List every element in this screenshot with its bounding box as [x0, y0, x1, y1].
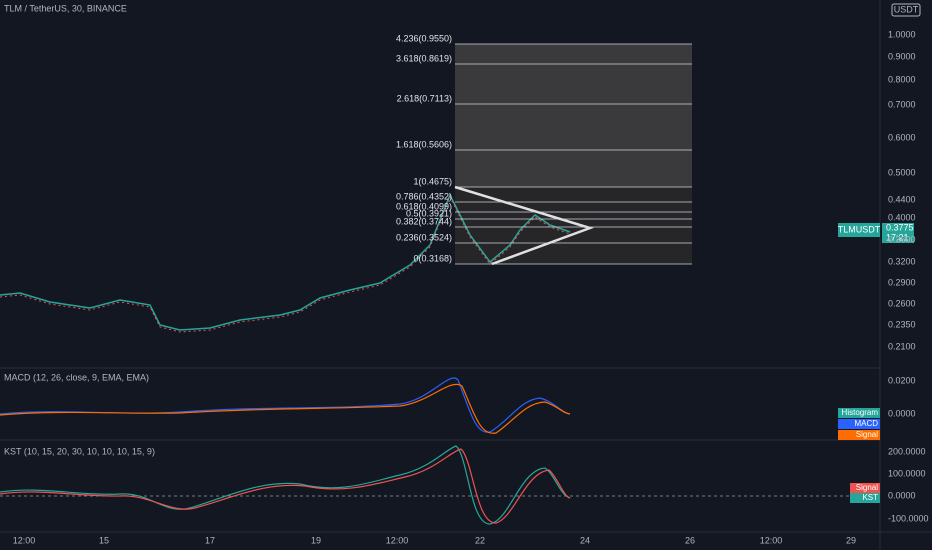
kst-axis-label: 0.0000 — [888, 490, 916, 500]
price-path — [0, 193, 571, 331]
macd-legend-tag — [838, 408, 880, 418]
kst-legend: Signal — [856, 483, 878, 492]
time-label: 12:00 — [13, 535, 36, 545]
macd-axis-label: 0.0000 — [888, 408, 916, 418]
fib-label: 1.618(0.5606) — [396, 139, 452, 149]
kst-line — [0, 445, 571, 525]
time-label: 12:00 — [386, 535, 409, 545]
macd-axis-label: 0.0200 — [888, 375, 916, 385]
symbol-tag — [838, 223, 880, 237]
price-label: 0.8000 — [888, 74, 916, 84]
price-label: 0.6000 — [888, 132, 916, 142]
macd-legend-tag — [838, 430, 880, 440]
macd-legend-tag — [838, 419, 880, 429]
kst-axis-label: -100.0000 — [888, 513, 929, 523]
kst-legend-tag — [850, 493, 880, 503]
macd-legend: Histogram — [842, 408, 879, 417]
time-label: 15 — [99, 535, 109, 545]
symbol-name: TLMUSDT — [838, 224, 881, 234]
chart-title: TLM / TetherUS, 30, BINANCE — [4, 3, 127, 13]
macd-signal — [0, 383, 571, 434]
fib-label: 3.618(0.8619) — [396, 53, 452, 63]
fib-label: 1(0.4675) — [413, 176, 452, 186]
time-label: 22 — [475, 535, 485, 545]
price-label: 0.4000 — [888, 212, 916, 222]
time-label: 26 — [685, 535, 695, 545]
fib-upper-fill — [455, 44, 692, 187]
kst-axis-label: 100.0000 — [888, 468, 926, 478]
macd-legend: Signal — [856, 430, 878, 439]
time-label: 24 — [580, 535, 590, 545]
price-label: 0.4400 — [888, 194, 916, 204]
kst-title: KST (10, 15, 20, 30, 10, 10, 10, 15, 9) — [4, 446, 155, 456]
price-label: 0.2100 — [888, 341, 916, 351]
kst-legend: KST — [862, 493, 878, 502]
price-tag — [882, 223, 914, 243]
fib-label: 4.236(0.9550) — [396, 33, 452, 43]
price-label: 0.7000 — [888, 99, 916, 109]
triangle-pattern — [454, 185, 594, 266]
price-label: 0.9000 — [888, 51, 916, 61]
kst-legend-tag — [850, 483, 880, 493]
kst-signal — [0, 448, 571, 524]
price-label: 0.3600 — [888, 234, 916, 244]
currency-button[interactable] — [891, 3, 921, 17]
time-label: 19 — [311, 535, 321, 545]
fib-label: 0(0.3168) — [413, 253, 452, 263]
last-price: 0.3775 — [886, 222, 914, 232]
price-label: 0.2350 — [888, 319, 916, 329]
price-label: 1.0000 — [888, 29, 916, 39]
fib-label: 0.236(0.3524) — [396, 232, 452, 242]
fib-label: 0.382(0.3744) — [396, 216, 452, 226]
price-path-red — [0, 195, 571, 333]
macd-legend: MACD — [854, 419, 878, 428]
price-label: 0.5000 — [888, 167, 916, 177]
fib-label: 2.618(0.7113) — [397, 93, 452, 103]
kst-axis-label: 200.0000 — [888, 446, 926, 456]
time-label: 17 — [205, 535, 215, 545]
price-label: 0.3200 — [888, 256, 916, 266]
currency[interactable]: USDT — [894, 4, 919, 14]
time-label: 29 — [846, 535, 856, 545]
fib-label: 0.5(0.3921) — [406, 208, 452, 218]
countdown: 17:21 — [886, 232, 909, 242]
macd-title: MACD (12, 26, close, 9, EMA, EMA) — [4, 372, 149, 382]
fib-label: 0.786(0.4352) — [396, 191, 452, 201]
time-label: 12:00 — [760, 535, 783, 545]
fib-label: 0.618(0.4099) — [396, 201, 452, 211]
price-label: 0.2600 — [888, 298, 916, 308]
price-label: 0.2900 — [888, 277, 916, 287]
